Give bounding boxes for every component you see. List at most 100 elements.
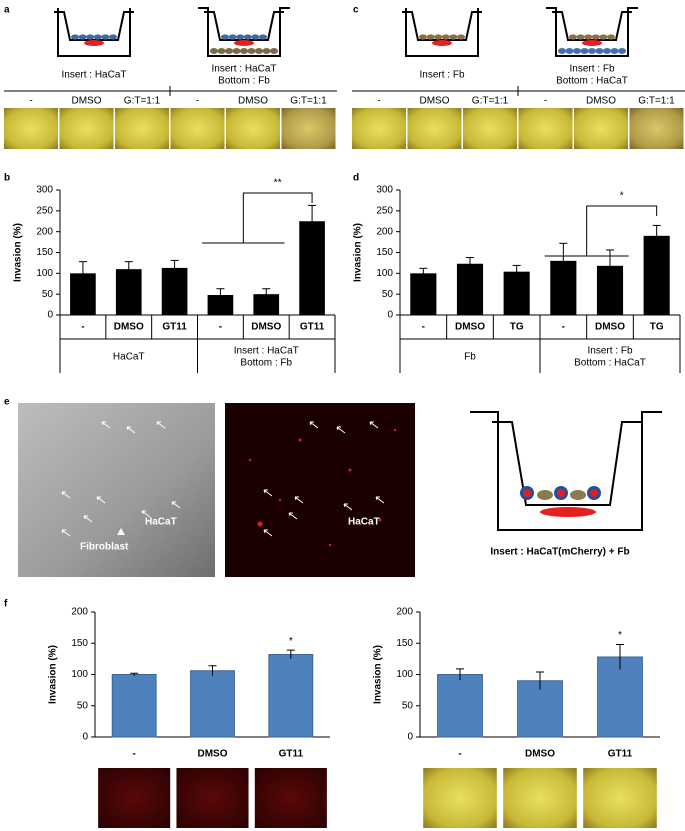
image-label: Fibroblast [80, 542, 129, 553]
bottom-cell [225, 48, 233, 54]
insert-cell [259, 34, 267, 40]
condition-label: DMSO [586, 96, 616, 107]
bottom-cell [210, 48, 218, 54]
red-signal [234, 40, 254, 46]
x-tick-label: GT11 [162, 322, 187, 333]
y-axis-label: Invasion (%) [373, 645, 384, 704]
y-tick-label: 150 [396, 638, 413, 649]
bottom-cell [240, 48, 248, 54]
well-schematic [57, 8, 131, 57]
condition-label: G:T=1:1 [638, 96, 675, 107]
bottom-cell [610, 48, 619, 54]
y-tick-label: 100 [376, 268, 393, 279]
micrograph [59, 108, 114, 149]
x-tick-label: GT11 [300, 322, 325, 333]
significance-bracket [544, 205, 658, 257]
well-schematic [198, 7, 290, 57]
bottom-cell [580, 48, 589, 54]
micrograph [170, 108, 225, 149]
insert-cell [228, 34, 237, 40]
insert-cell [236, 34, 245, 40]
insert-label: Insert : HaCaT [211, 64, 276, 75]
y-tick-label: 150 [71, 638, 88, 649]
insert-cell [109, 34, 117, 40]
micrograph [18, 403, 215, 577]
x-tick-label: - [132, 749, 135, 760]
x-tick-label: - [81, 322, 84, 333]
x-tick-label: - [422, 322, 425, 333]
micrograph [518, 108, 573, 149]
insert-cell [101, 34, 110, 40]
micrograph [574, 108, 628, 149]
x-tick-label: DMSO [455, 322, 485, 333]
insert-label: Insert : HaCaT(mCherry) + Fb [490, 547, 629, 558]
condition-label: - [377, 96, 380, 107]
bar [517, 680, 563, 738]
bottom-cell [558, 48, 566, 54]
panel-label: a [4, 5, 10, 16]
insert-cell [457, 34, 465, 40]
panel-label: e [4, 397, 10, 408]
condition-label: - [544, 96, 547, 107]
y-tick-label: 250 [36, 205, 53, 216]
insert-cell [591, 34, 600, 40]
well-schematic [546, 7, 638, 57]
y-tick-label: 50 [382, 289, 394, 300]
image-label: HaCaT [348, 517, 380, 528]
triangle-marker [117, 528, 125, 535]
bar [437, 674, 483, 738]
red-signal [540, 507, 596, 517]
y-tick-label: 50 [402, 700, 414, 711]
insert-cell [243, 34, 252, 40]
red-cells [248, 428, 397, 547]
red-signal [84, 40, 104, 46]
bottom-cell [217, 48, 226, 54]
micrograph [463, 108, 517, 149]
y-tick-label: 100 [36, 268, 53, 279]
condition-label: - [29, 96, 32, 107]
insert-cell [86, 34, 95, 40]
panel-label: f [4, 599, 8, 610]
bar [503, 271, 530, 315]
group-label: Insert : HaCaT [234, 346, 299, 357]
x-tick-label: TG [510, 322, 524, 333]
micrograph [423, 768, 497, 828]
insert-label: Insert : Fb [419, 70, 464, 81]
x-tick-label: GT11 [608, 749, 633, 760]
x-tick-label: DMSO [198, 749, 228, 760]
insert-cell [434, 34, 443, 40]
well-schematic [470, 411, 662, 531]
well-schematic [204, 11, 284, 41]
condition-label: - [196, 96, 199, 107]
bar [190, 670, 235, 738]
bar [643, 235, 670, 315]
condition-label: DMSO [238, 96, 268, 107]
insert-cell [599, 34, 608, 40]
group-label: Bottom : Fb [240, 358, 292, 369]
bottom-cell [565, 48, 574, 54]
condition-label: G:T=1:1 [124, 96, 161, 107]
y-tick-label: 0 [47, 310, 53, 321]
group-label: Bottom : HaCaT [574, 358, 646, 369]
insert-cell [78, 34, 87, 40]
bottom-cell [255, 48, 263, 54]
insert-cell [584, 34, 593, 40]
insert-cell [426, 34, 435, 40]
bottom-cell [262, 48, 271, 54]
condition-label: G:T=1:1 [472, 96, 509, 107]
panel-label: d [353, 173, 359, 184]
y-axis-label: Invasion (%) [353, 223, 364, 282]
insert-cell [419, 34, 427, 40]
panel-label: c [353, 5, 359, 16]
y-tick-label: 100 [71, 669, 88, 680]
bar [456, 263, 484, 315]
insert-label: Insert : Fb [569, 64, 614, 75]
y-tick-label: 300 [376, 185, 393, 196]
significance-bracket [202, 192, 313, 244]
micrograph [281, 108, 336, 149]
bar [115, 269, 142, 315]
significance-label: * [620, 191, 624, 202]
y-axis-label: Invasion (%) [13, 223, 24, 282]
image-label: HaCaT [145, 517, 177, 528]
x-tick-label: DMSO [595, 322, 625, 333]
